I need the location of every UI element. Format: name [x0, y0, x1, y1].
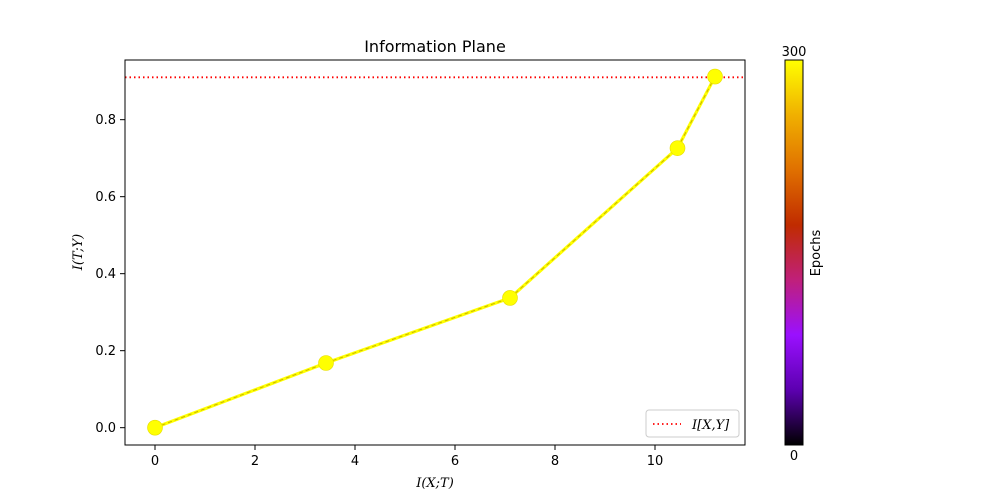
y-tick-label: 0.4: [95, 267, 116, 282]
x-tick-label: 8: [551, 454, 559, 469]
series-segment-dash: [509, 147, 678, 299]
x-tick-label: 2: [251, 454, 259, 469]
x-tick-label: 10: [647, 454, 664, 469]
colorbar-label: Epochs: [809, 229, 824, 276]
y-axis-ticks: 0.0 0.2 0.4 0.6 0.8: [95, 113, 125, 436]
series-segment-dash: [154, 362, 327, 429]
series-line: [153, 74, 717, 430]
plot-area: [125, 60, 745, 445]
y-tick-label: 0.2: [95, 344, 116, 359]
x-tick-label: 4: [351, 454, 359, 469]
data-point: [147, 419, 163, 436]
colorbar-bar: [784, 59, 804, 446]
series-segment: [675, 74, 717, 150]
legend-label-ixy: I[X,Y]: [691, 418, 730, 433]
y-tick-label: 0.0: [95, 421, 116, 436]
data-point: [707, 68, 723, 85]
data-point: [669, 140, 686, 156]
x-tick-label: 6: [451, 454, 459, 469]
y-tick-label: 0.8: [95, 113, 116, 128]
colorbar: 300 0 Epochs: [782, 45, 824, 464]
series-points: [147, 68, 723, 436]
plot-frame: [124, 59, 746, 446]
data-point: [318, 355, 334, 371]
x-tick-label: 0: [151, 454, 159, 469]
colorbar-max-label: 300: [782, 45, 807, 60]
data-point: [502, 290, 518, 306]
legend-box: [645, 409, 740, 438]
x-axis-label: I(X;T): [415, 476, 454, 491]
y-tick-label: 0.6: [95, 190, 116, 205]
legend: I[X,Y]: [645, 409, 740, 438]
series-segment-dash: [325, 297, 511, 364]
colorbar-min-label: 0: [790, 449, 798, 464]
y-axis-label: I(T;Y): [71, 234, 86, 271]
chart-title: Information Plane: [364, 37, 506, 56]
x-axis-ticks: 0 2 4 6 8 10: [151, 445, 663, 469]
